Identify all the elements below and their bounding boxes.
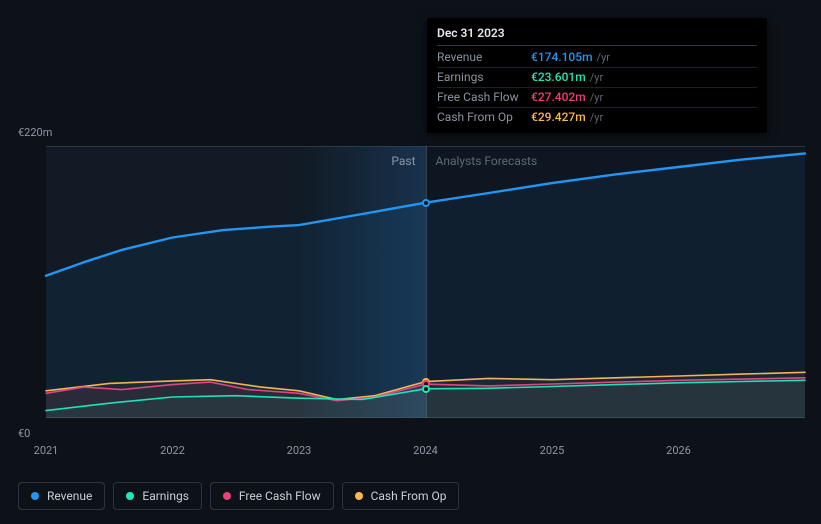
legend-dot-icon	[223, 492, 231, 500]
tooltip-row-label: Earnings	[437, 70, 531, 84]
tooltip-row-cash_from_op: Cash From Op€29.427m/yr	[437, 108, 757, 127]
tooltip-row-label: Free Cash Flow	[437, 90, 531, 104]
chart-area[interactable]: Past Analysts Forecasts	[18, 128, 805, 436]
legend-dot-icon	[31, 492, 39, 500]
tooltip-row-value: €174.105m	[531, 50, 593, 64]
legend-label: Free Cash Flow	[239, 489, 321, 503]
x-tick: 2021	[34, 444, 59, 457]
legend-item-revenue[interactable]: Revenue	[18, 482, 105, 510]
chart-container: €220m Past Analysts Forecasts €0 2021202…	[0, 0, 821, 524]
tooltip-row-unit: /yr	[590, 91, 603, 104]
tooltip-row-revenue: Revenue€174.105m/yr	[437, 48, 757, 68]
y-axis-min-label: €0	[18, 427, 30, 440]
tooltip-row-label: Cash From Op	[437, 110, 531, 124]
legend-dot-icon	[355, 492, 363, 500]
tooltip-row-unit: /yr	[590, 111, 603, 124]
area-revenue	[46, 153, 805, 418]
legend-dot-icon	[126, 492, 134, 500]
tooltip-row-earnings: Earnings€23.601m/yr	[437, 68, 757, 88]
chart-svg	[46, 146, 805, 418]
tooltip-row-free_cash_flow: Free Cash Flow€27.402m/yr	[437, 88, 757, 108]
x-tick: 2022	[160, 444, 185, 457]
legend-label: Revenue	[47, 489, 92, 503]
tooltip-row-unit: /yr	[590, 71, 603, 84]
x-axis: 202120222023202420252026	[46, 444, 805, 464]
tooltip-row-value: €27.402m	[531, 90, 586, 104]
legend-label: Earnings	[142, 489, 189, 503]
x-tick: 2026	[666, 444, 691, 457]
tooltip-row-value: €23.601m	[531, 70, 586, 84]
legend-item-cash_from_op[interactable]: Cash From Op	[342, 482, 460, 510]
tooltip-row-label: Revenue	[437, 50, 531, 64]
x-tick: 2023	[287, 444, 312, 457]
tooltip-row-unit: /yr	[597, 51, 610, 64]
legend-item-free_cash_flow[interactable]: Free Cash Flow	[210, 482, 334, 510]
legend-item-earnings[interactable]: Earnings	[113, 482, 202, 510]
tooltip-row-value: €29.427m	[531, 110, 586, 124]
x-tick: 2024	[413, 444, 438, 457]
hover-tooltip: Dec 31 2023 Revenue€174.105m/yrEarnings€…	[427, 18, 767, 133]
tooltip-title: Dec 31 2023	[437, 26, 757, 46]
plot-area[interactable]: Past Analysts Forecasts	[46, 146, 805, 418]
legend-label: Cash From Op	[371, 489, 447, 503]
legend: Revenue Earnings Free Cash Flow Cash From O…	[18, 482, 459, 510]
x-tick: 2025	[540, 444, 565, 457]
